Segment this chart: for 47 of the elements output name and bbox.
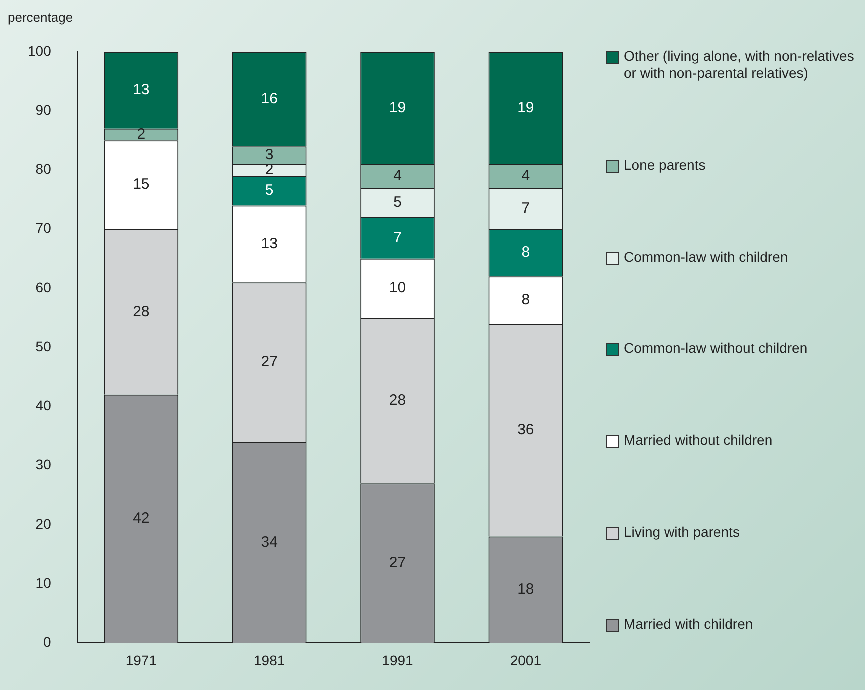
x-tick-label: 2001 bbox=[510, 652, 542, 668]
y-axis-title: percentage bbox=[8, 10, 74, 25]
data-label: 7 bbox=[522, 200, 530, 217]
legend-label: Common-law without children bbox=[624, 340, 808, 358]
y-tick-label: 20 bbox=[36, 516, 52, 532]
y-tick-label: 10 bbox=[36, 574, 52, 591]
legend-label: Living with parents bbox=[624, 524, 740, 542]
data-label: 5 bbox=[265, 182, 274, 200]
data-label: 18 bbox=[518, 581, 534, 598]
y-tick-label: 60 bbox=[36, 279, 52, 296]
data-label: 34 bbox=[261, 534, 278, 551]
y-tick-label: 40 bbox=[36, 398, 52, 414]
data-label: 3 bbox=[265, 146, 274, 164]
data-label: 36 bbox=[518, 422, 534, 439]
x-tick-label: 1971 bbox=[126, 652, 158, 668]
data-label: 8 bbox=[522, 291, 530, 308]
y-tick-label: 90 bbox=[36, 102, 52, 118]
data-label: 27 bbox=[389, 554, 406, 572]
data-label: 19 bbox=[389, 99, 406, 116]
y-tick-label: 30 bbox=[36, 456, 52, 473]
data-label: 42 bbox=[133, 510, 150, 528]
legend-label: Common-law with children bbox=[624, 248, 788, 266]
legend-label: Other (living alone, with non-relatives or with non-parental relatives) bbox=[624, 48, 856, 82]
legend-label: Married without children bbox=[624, 432, 773, 450]
data-label: 16 bbox=[261, 90, 278, 108]
legend-label: Lone parents bbox=[624, 156, 706, 174]
y-tick-label: 100 bbox=[28, 42, 52, 59]
data-label: 8 bbox=[522, 244, 530, 262]
data-label: 13 bbox=[133, 82, 150, 99]
data-label: 27 bbox=[261, 354, 278, 371]
y-tick-label: 50 bbox=[36, 338, 52, 354]
data-label: 28 bbox=[389, 392, 406, 409]
y-tick-label: 80 bbox=[36, 161, 52, 178]
data-label: 15 bbox=[133, 176, 150, 194]
data-label: 28 bbox=[133, 303, 150, 320]
data-label: 13 bbox=[261, 235, 278, 252]
data-label: 4 bbox=[394, 167, 402, 184]
y-tick-label: 0 bbox=[44, 634, 52, 650]
data-label: 19 bbox=[518, 99, 534, 116]
data-label: 7 bbox=[394, 229, 402, 246]
data-label: 4 bbox=[522, 167, 530, 184]
text: Married with children bbox=[624, 616, 754, 633]
x-tick-label: 1981 bbox=[254, 652, 286, 668]
x-tick-label: 1991 bbox=[382, 652, 414, 668]
data-label: 5 bbox=[394, 194, 402, 211]
data-label: 10 bbox=[389, 280, 406, 297]
y-tick-label: 70 bbox=[36, 220, 52, 236]
